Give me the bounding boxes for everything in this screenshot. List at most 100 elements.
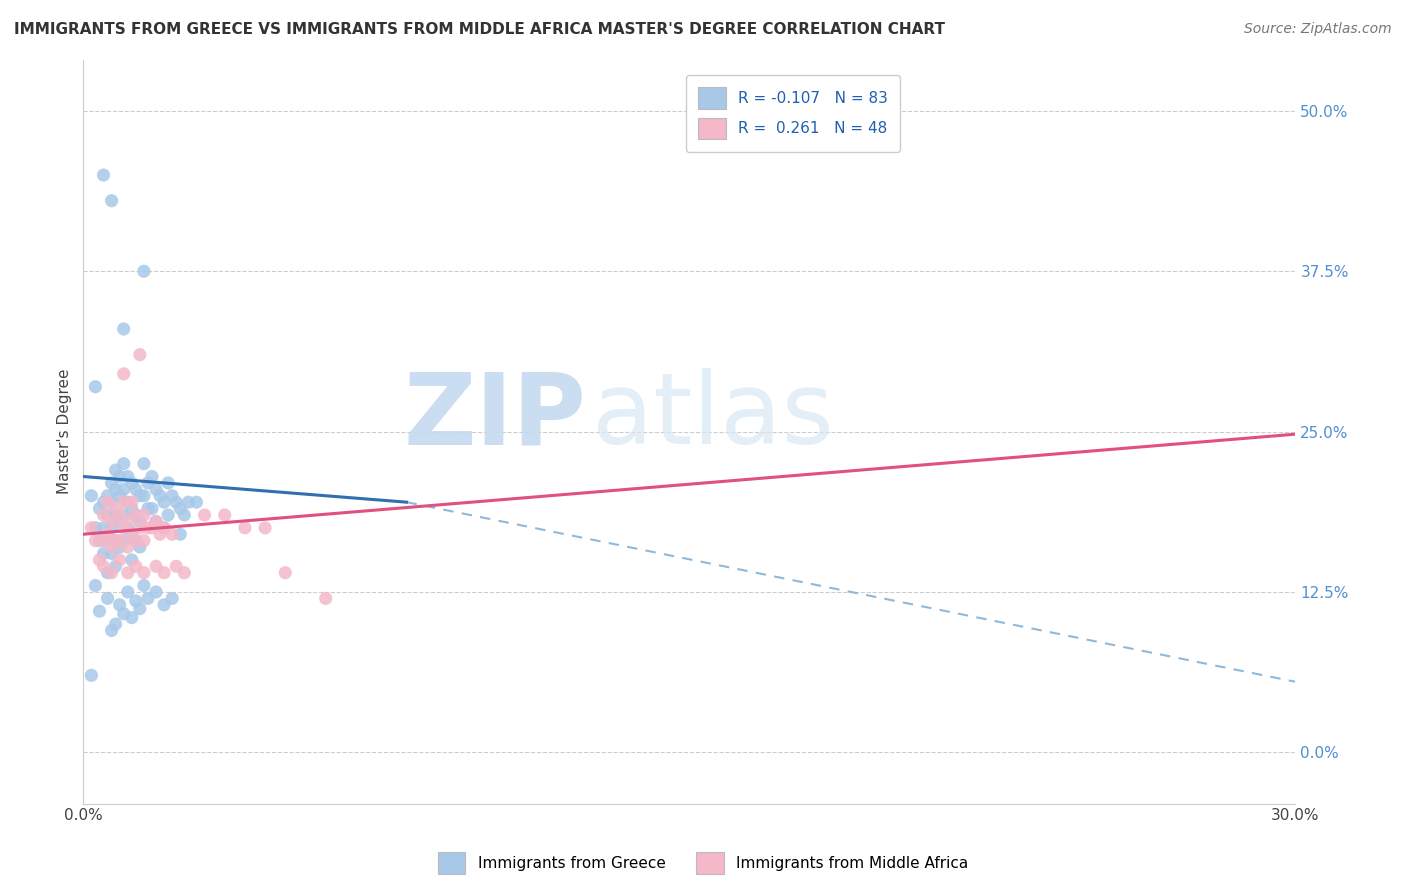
Point [153, 495, 176, 509]
Point [104, 617, 127, 632]
Point [93, 508, 115, 522]
Point [100, 546, 122, 560]
Point [112, 607, 135, 621]
Point [100, 566, 122, 580]
Point [136, 521, 159, 535]
Point [153, 598, 176, 612]
Point [108, 508, 131, 522]
Legend: R = -0.107   N = 83, R =  0.261   N = 48: R = -0.107 N = 83, R = 0.261 N = 48 [686, 75, 900, 152]
Point [108, 553, 131, 567]
Point [193, 508, 215, 522]
Point [160, 527, 183, 541]
Point [117, 495, 139, 509]
Point [100, 624, 122, 638]
Point [108, 515, 131, 529]
Point [128, 601, 150, 615]
Point [132, 508, 155, 522]
Point [104, 463, 127, 477]
Point [96, 533, 118, 548]
Point [104, 508, 127, 522]
Point [125, 508, 148, 522]
Point [121, 475, 143, 490]
Text: Source: ZipAtlas.com: Source: ZipAtlas.com [1244, 22, 1392, 37]
Point [89, 533, 111, 548]
Point [104, 559, 127, 574]
Point [128, 515, 150, 529]
Point [125, 533, 148, 548]
Point [125, 533, 148, 548]
Point [93, 546, 115, 560]
Point [136, 501, 159, 516]
Point [117, 521, 139, 535]
Text: atlas: atlas [592, 368, 834, 466]
Point [254, 521, 277, 535]
Point [128, 489, 150, 503]
Point [104, 533, 127, 548]
Point [93, 533, 115, 548]
Point [108, 469, 131, 483]
Point [93, 495, 115, 509]
Point [128, 348, 150, 362]
Point [132, 578, 155, 592]
Point [117, 566, 139, 580]
Point [132, 533, 155, 548]
Point [173, 566, 195, 580]
Point [100, 540, 122, 554]
Point [136, 475, 159, 490]
Point [121, 495, 143, 509]
Point [96, 489, 118, 503]
Point [121, 610, 143, 624]
Point [132, 489, 155, 503]
Point [141, 521, 163, 535]
Point [125, 508, 148, 522]
Point [160, 489, 183, 503]
Point [84, 533, 107, 548]
Point [125, 559, 148, 574]
Point [96, 566, 118, 580]
Point [112, 322, 135, 336]
Point [96, 508, 118, 522]
Point [80, 668, 103, 682]
Y-axis label: Master's Degree: Master's Degree [58, 369, 72, 494]
Point [145, 483, 167, 497]
Point [177, 495, 200, 509]
Point [121, 527, 143, 541]
Point [108, 598, 131, 612]
Point [141, 501, 163, 516]
Point [100, 515, 122, 529]
Point [96, 495, 118, 509]
Point [125, 594, 148, 608]
Point [84, 521, 107, 535]
Point [96, 591, 118, 606]
Point [117, 540, 139, 554]
Point [125, 483, 148, 497]
Point [173, 508, 195, 522]
Point [108, 540, 131, 554]
Point [112, 521, 135, 535]
Point [145, 515, 167, 529]
Point [93, 559, 115, 574]
Point [89, 501, 111, 516]
Point [169, 501, 191, 516]
Point [117, 585, 139, 599]
Point [136, 591, 159, 606]
Point [145, 515, 167, 529]
Point [112, 533, 135, 548]
Point [89, 553, 111, 567]
Point [153, 521, 176, 535]
Point [145, 559, 167, 574]
Point [100, 194, 122, 208]
Point [132, 566, 155, 580]
Point [165, 495, 187, 509]
Point [233, 521, 256, 535]
Point [84, 578, 107, 592]
Point [104, 533, 127, 548]
Point [80, 521, 103, 535]
Point [117, 515, 139, 529]
Point [104, 501, 127, 516]
Point [132, 264, 155, 278]
Point [117, 469, 139, 483]
Point [89, 604, 111, 618]
Point [153, 566, 176, 580]
Point [132, 457, 155, 471]
